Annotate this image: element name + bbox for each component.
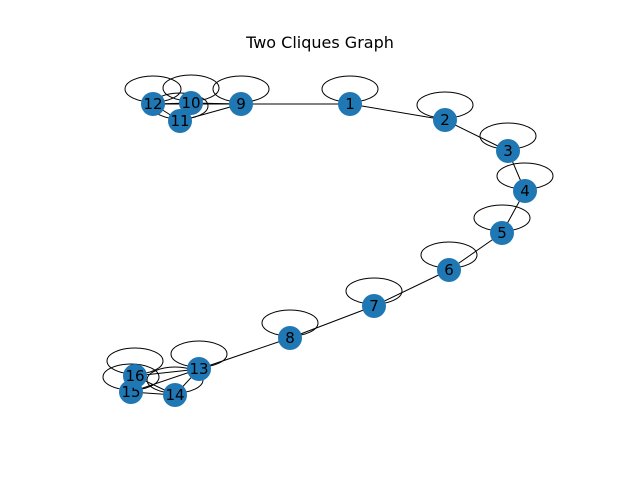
node-label-1: 1 xyxy=(345,95,355,113)
graph-title: Two Cliques Graph xyxy=(246,33,394,52)
node-circle-2 xyxy=(433,108,457,132)
node-label-14: 14 xyxy=(165,386,184,404)
node-label-5: 5 xyxy=(497,224,507,242)
node-label-10: 10 xyxy=(181,94,200,112)
node-label-8: 8 xyxy=(285,329,295,347)
node-9: 9 xyxy=(229,92,253,116)
edge-8-13 xyxy=(198,337,291,370)
edge-7-8 xyxy=(289,305,375,339)
node-4: 4 xyxy=(513,179,537,203)
node-8: 8 xyxy=(278,326,302,350)
node-label-11: 11 xyxy=(170,112,189,130)
node-label-13: 13 xyxy=(189,360,208,378)
node-label-6: 6 xyxy=(444,261,454,279)
node-circle-10 xyxy=(179,91,203,115)
node-circle-1 xyxy=(338,92,362,116)
node-circle-3 xyxy=(496,139,520,163)
node-circle-14 xyxy=(163,383,187,407)
node-5: 5 xyxy=(490,221,514,245)
node-10: 10 xyxy=(179,91,203,115)
node-circle-11 xyxy=(168,109,192,133)
node-6: 6 xyxy=(437,258,461,282)
node-7: 7 xyxy=(362,294,386,318)
node-circle-7 xyxy=(362,294,386,318)
node-label-3: 3 xyxy=(503,142,513,160)
node-label-4: 4 xyxy=(520,182,530,200)
node-circle-16 xyxy=(123,364,147,388)
edges-layer xyxy=(130,102,526,396)
node-11: 11 xyxy=(168,109,192,133)
node-3: 3 xyxy=(496,139,520,163)
node-circle-13 xyxy=(187,357,211,381)
node-circle-6 xyxy=(437,258,461,282)
node-label-7: 7 xyxy=(369,297,379,315)
node-circle-9 xyxy=(229,92,253,116)
edge-6-7 xyxy=(373,269,450,307)
node-13: 13 xyxy=(187,357,211,381)
node-14: 14 xyxy=(163,383,187,407)
node-circle-8 xyxy=(278,326,302,350)
node-label-9: 9 xyxy=(236,95,246,113)
node-2: 2 xyxy=(433,108,457,132)
node-label-2: 2 xyxy=(440,111,450,129)
node-16: 16 xyxy=(123,364,147,388)
node-circle-4 xyxy=(513,179,537,203)
edge-1-2 xyxy=(349,103,446,121)
node-1: 1 xyxy=(338,92,362,116)
node-circle-5 xyxy=(490,221,514,245)
node-label-12: 12 xyxy=(143,95,162,113)
node-label-16: 16 xyxy=(125,367,144,385)
node-12: 12 xyxy=(141,92,165,116)
node-circle-12 xyxy=(141,92,165,116)
